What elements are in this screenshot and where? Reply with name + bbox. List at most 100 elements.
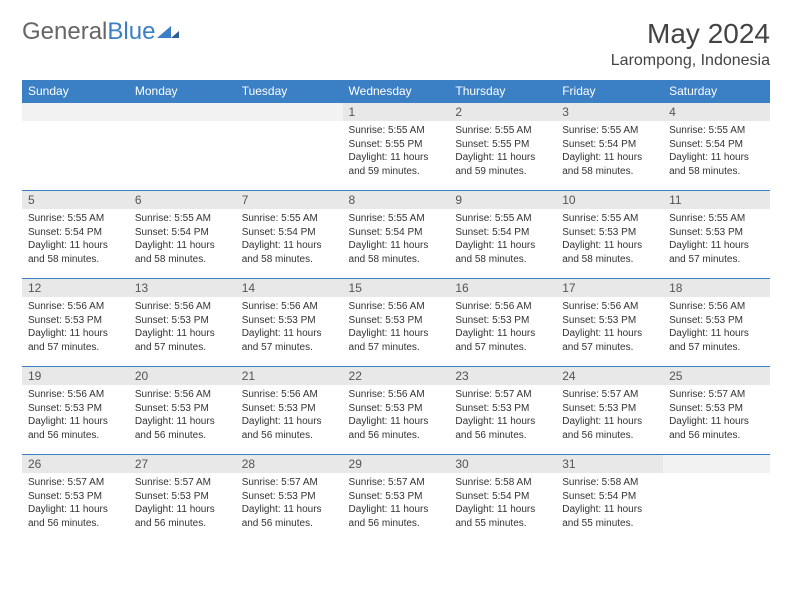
- sunset-line: Sunset: 5:55 PM: [455, 138, 550, 152]
- sunrise-line: Sunrise: 5:55 AM: [455, 212, 550, 226]
- day-number: 22: [343, 367, 450, 385]
- sunrise-line: Sunrise: 5:55 AM: [669, 124, 764, 138]
- calendar-day-cell: 23Sunrise: 5:57 AMSunset: 5:53 PMDayligh…: [449, 367, 556, 455]
- sunrise-line: Sunrise: 5:55 AM: [669, 212, 764, 226]
- sunrise-line: Sunrise: 5:56 AM: [349, 388, 444, 402]
- daylight-line: Daylight: 11 hours and 56 minutes.: [349, 503, 444, 530]
- day-number: 12: [22, 279, 129, 297]
- daylight-line: Daylight: 11 hours and 58 minutes.: [135, 239, 230, 266]
- calendar-day-cell: 14Sunrise: 5:56 AMSunset: 5:53 PMDayligh…: [236, 279, 343, 367]
- sunset-line: Sunset: 5:53 PM: [135, 314, 230, 328]
- daylight-line: Daylight: 11 hours and 56 minutes.: [562, 415, 657, 442]
- day-number: 17: [556, 279, 663, 297]
- calendar-day-cell: 16Sunrise: 5:56 AMSunset: 5:53 PMDayligh…: [449, 279, 556, 367]
- daylight-line: Daylight: 11 hours and 56 minutes.: [455, 415, 550, 442]
- calendar-day-cell: 7Sunrise: 5:55 AMSunset: 5:54 PMDaylight…: [236, 191, 343, 279]
- calendar-day-cell: 20Sunrise: 5:56 AMSunset: 5:53 PMDayligh…: [129, 367, 236, 455]
- day-info: Sunrise: 5:58 AMSunset: 5:54 PMDaylight:…: [449, 473, 556, 534]
- daylight-line: Daylight: 11 hours and 58 minutes.: [28, 239, 123, 266]
- brand-part1: General: [22, 18, 107, 46]
- day-info: Sunrise: 5:55 AMSunset: 5:53 PMDaylight:…: [663, 209, 770, 270]
- day-info: Sunrise: 5:58 AMSunset: 5:54 PMDaylight:…: [556, 473, 663, 534]
- calendar-day-cell: 13Sunrise: 5:56 AMSunset: 5:53 PMDayligh…: [129, 279, 236, 367]
- day-number: 3: [556, 103, 663, 121]
- day-number: 15: [343, 279, 450, 297]
- daylight-line: Daylight: 11 hours and 57 minutes.: [242, 327, 337, 354]
- daylight-line: Daylight: 11 hours and 59 minutes.: [349, 151, 444, 178]
- calendar-day-cell: 18Sunrise: 5:56 AMSunset: 5:53 PMDayligh…: [663, 279, 770, 367]
- weekday-header: Sunday: [22, 80, 129, 103]
- calendar-day-cell: 19Sunrise: 5:56 AMSunset: 5:53 PMDayligh…: [22, 367, 129, 455]
- brand-logo: GeneralBlue: [22, 18, 179, 46]
- calendar-week-row: 19Sunrise: 5:56 AMSunset: 5:53 PMDayligh…: [22, 367, 770, 455]
- sunrise-line: Sunrise: 5:55 AM: [349, 124, 444, 138]
- sunrise-line: Sunrise: 5:56 AM: [242, 300, 337, 314]
- sunset-line: Sunset: 5:54 PM: [455, 490, 550, 504]
- day-info: Sunrise: 5:56 AMSunset: 5:53 PMDaylight:…: [22, 297, 129, 358]
- daylight-line: Daylight: 11 hours and 57 minutes.: [135, 327, 230, 354]
- day-number: 14: [236, 279, 343, 297]
- sunset-line: Sunset: 5:54 PM: [562, 138, 657, 152]
- sunset-line: Sunset: 5:54 PM: [135, 226, 230, 240]
- day-number: 29: [343, 455, 450, 473]
- day-number: 20: [129, 367, 236, 385]
- day-info: Sunrise: 5:57 AMSunset: 5:53 PMDaylight:…: [556, 385, 663, 446]
- sunset-line: Sunset: 5:53 PM: [669, 314, 764, 328]
- calendar-day-cell: [236, 103, 343, 191]
- sunset-line: Sunset: 5:53 PM: [349, 402, 444, 416]
- calendar-day-cell: 29 Sunrise: 5:57 AMSunset: 5:53 PMDayligh…: [343, 455, 450, 543]
- day-info: Sunrise: 5:55 AMSunset: 5:54 PMDaylight:…: [343, 209, 450, 270]
- daylight-line: Daylight: 11 hours and 57 minutes.: [669, 239, 764, 266]
- weekday-header: Thursday: [449, 80, 556, 103]
- sunset-line: Sunset: 5:53 PM: [349, 490, 444, 504]
- daylight-line: Daylight: 11 hours and 56 minutes.: [242, 415, 337, 442]
- day-info: Sunrise: 5:55 AMSunset: 5:55 PMDaylight:…: [449, 121, 556, 182]
- sunset-line: Sunset: 5:53 PM: [562, 402, 657, 416]
- day-number: 2: [449, 103, 556, 121]
- weekday-header: Friday: [556, 80, 663, 103]
- sunrise-line: Sunrise: 5:57 AM: [135, 476, 230, 490]
- daylight-line: Daylight: 11 hours and 56 minutes.: [135, 503, 230, 530]
- day-number: 23: [449, 367, 556, 385]
- sunset-line: Sunset: 5:53 PM: [135, 490, 230, 504]
- sunrise-line: Sunrise: 5:57 AM: [349, 476, 444, 490]
- calendar-week-row: 5Sunrise: 5:55 AMSunset: 5:54 PMDaylight…: [22, 191, 770, 279]
- day-number: 27: [129, 455, 236, 473]
- sunrise-line: Sunrise: 5:55 AM: [562, 124, 657, 138]
- calendar-day-cell: 31Sunrise: 5:58 AMSunset: 5:54 PMDayligh…: [556, 455, 663, 543]
- daylight-line: Daylight: 11 hours and 57 minutes.: [669, 327, 764, 354]
- calendar-day-cell: 21Sunrise: 5:56 AMSunset: 5:53 PMDayligh…: [236, 367, 343, 455]
- calendar-day-cell: 28Sunrise: 5:57 AMSunset: 5:53 PMDayligh…: [236, 455, 343, 543]
- daylight-line: Daylight: 11 hours and 56 minutes.: [669, 415, 764, 442]
- sunrise-line: Sunrise: 5:55 AM: [135, 212, 230, 226]
- sunrise-line: Sunrise: 5:55 AM: [349, 212, 444, 226]
- day-number: 6: [129, 191, 236, 209]
- sunrise-line: Sunrise: 5:57 AM: [28, 476, 123, 490]
- day-info: Sunrise: 5:56 AMSunset: 5:53 PMDaylight:…: [449, 297, 556, 358]
- logo-triangle-icon: [157, 22, 179, 38]
- sunset-line: Sunset: 5:53 PM: [669, 226, 764, 240]
- day-info: Sunrise: 5:56 AMSunset: 5:53 PMDaylight:…: [663, 297, 770, 358]
- weekday-header-row: SundayMondayTuesdayWednesdayThursdayFrid…: [22, 80, 770, 103]
- sunrise-line: Sunrise: 5:56 AM: [135, 388, 230, 402]
- calendar-day-cell: 26Sunrise: 5:57 AMSunset: 5:53 PMDayligh…: [22, 455, 129, 543]
- sunset-line: Sunset: 5:53 PM: [28, 314, 123, 328]
- weekday-header: Tuesday: [236, 80, 343, 103]
- calendar-day-cell: 6 Sunrise: 5:55 AMSunset: 5:54 PMDaylight…: [129, 191, 236, 279]
- location-label: Larompong, Indonesia: [611, 52, 770, 70]
- day-info: Sunrise: 5:55 AMSunset: 5:54 PMDaylight:…: [236, 209, 343, 270]
- daylight-line: Daylight: 11 hours and 58 minutes.: [669, 151, 764, 178]
- day-info: Sunrise: 5:55 AMSunset: 5:55 PMDaylight:…: [343, 121, 450, 182]
- sunset-line: Sunset: 5:54 PM: [562, 490, 657, 504]
- day-number: 25: [663, 367, 770, 385]
- sunset-line: Sunset: 5:54 PM: [349, 226, 444, 240]
- day-number: 26: [22, 455, 129, 473]
- daylight-line: Daylight: 11 hours and 57 minutes.: [562, 327, 657, 354]
- day-number: 30: [449, 455, 556, 473]
- calendar-day-cell: 9Sunrise: 5:55 AMSunset: 5:54 PMDaylight…: [449, 191, 556, 279]
- sunrise-line: Sunrise: 5:56 AM: [28, 300, 123, 314]
- day-info: Sunrise: 5:55 AMSunset: 5:54 PMDaylight:…: [22, 209, 129, 270]
- calendar-day-cell: [22, 103, 129, 191]
- calendar-day-cell: 30Sunrise: 5:58 AMSunset: 5:54 PMDayligh…: [449, 455, 556, 543]
- calendar-week-row: 12Sunrise: 5:56 AMSunset: 5:53 PMDayligh…: [22, 279, 770, 367]
